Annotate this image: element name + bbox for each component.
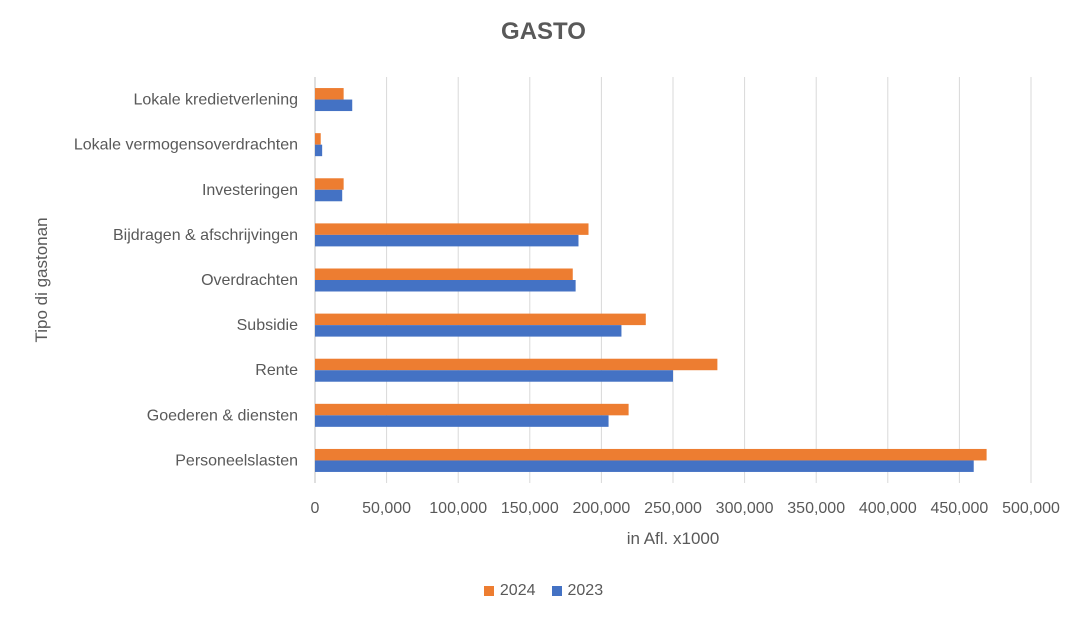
x-tick-label: 50,000 — [362, 500, 411, 517]
x-tick-label: 150,000 — [501, 500, 559, 517]
category-label: Goederen & diensten — [147, 407, 298, 424]
bar-2023 — [315, 189, 343, 202]
bars — [315, 88, 987, 472]
legend-label-2023: 2023 — [567, 582, 604, 599]
x-tick-label: 400,000 — [859, 500, 917, 517]
bar-2024 — [315, 133, 321, 145]
bar-2023 — [315, 99, 353, 112]
category-label: Rente — [255, 362, 298, 379]
legend-item-2023: 2023 — [551, 582, 604, 600]
bar-2023 — [315, 460, 974, 472]
legend-swatch-2023 — [551, 586, 562, 596]
x-axis-label: in Afl. x1000 — [627, 529, 720, 548]
category-label: Personeelslasten — [175, 452, 298, 469]
bar-2024 — [315, 448, 987, 461]
x-tick-label: 450,000 — [930, 500, 988, 517]
legend-label-2024: 2024 — [499, 582, 536, 599]
x-tick-label: 500,000 — [1002, 500, 1060, 517]
x-tick-label: 300,000 — [716, 500, 774, 517]
category-label: Subsidie — [237, 317, 298, 334]
bar-2023 — [315, 415, 609, 427]
bar-2024 — [315, 178, 344, 190]
legend-item-2024: 2024 — [483, 582, 536, 600]
bar-2023 — [315, 325, 622, 337]
y-axis-label: Tipo di gastonan — [32, 217, 51, 342]
category-label: Lokale kredietverlening — [133, 92, 298, 109]
category-label: Bijdragen & afschrijvingen — [113, 227, 298, 244]
bar-2023 — [315, 370, 673, 382]
category-label: Overdrachten — [201, 272, 298, 289]
legend: 2024 2023 — [0, 582, 1087, 600]
x-tick-labels: 0 50,000 100,000 150,000 200,000 250,000 300,0… — [311, 500, 1060, 517]
legend-swatch-2024 — [483, 586, 494, 596]
x-tick-label: 350,000 — [787, 500, 845, 517]
bar-2023 — [315, 234, 579, 247]
category-label: Investeringen — [202, 182, 298, 199]
bar-2024 — [315, 268, 573, 280]
x-tick-label: 250,000 — [644, 500, 702, 517]
bar-2024 — [315, 313, 646, 326]
bar-2024 — [315, 223, 589, 235]
category-label: Lokale vermogensoverdrachten — [74, 137, 298, 154]
bar-2023 — [315, 280, 576, 292]
bar-2024 — [315, 88, 344, 100]
x-tick-label: 100,000 — [429, 500, 487, 517]
x-tick-label: 200,000 — [572, 500, 630, 517]
category-labels: Lokale kredietverlening Lokale vermogenso… — [74, 92, 298, 470]
bar-2023 — [315, 144, 323, 157]
chart-title: GASTO — [501, 18, 586, 45]
bar-2024 — [315, 358, 718, 371]
x-tick-label: 0 — [311, 500, 320, 517]
bar-2024 — [315, 403, 629, 416]
